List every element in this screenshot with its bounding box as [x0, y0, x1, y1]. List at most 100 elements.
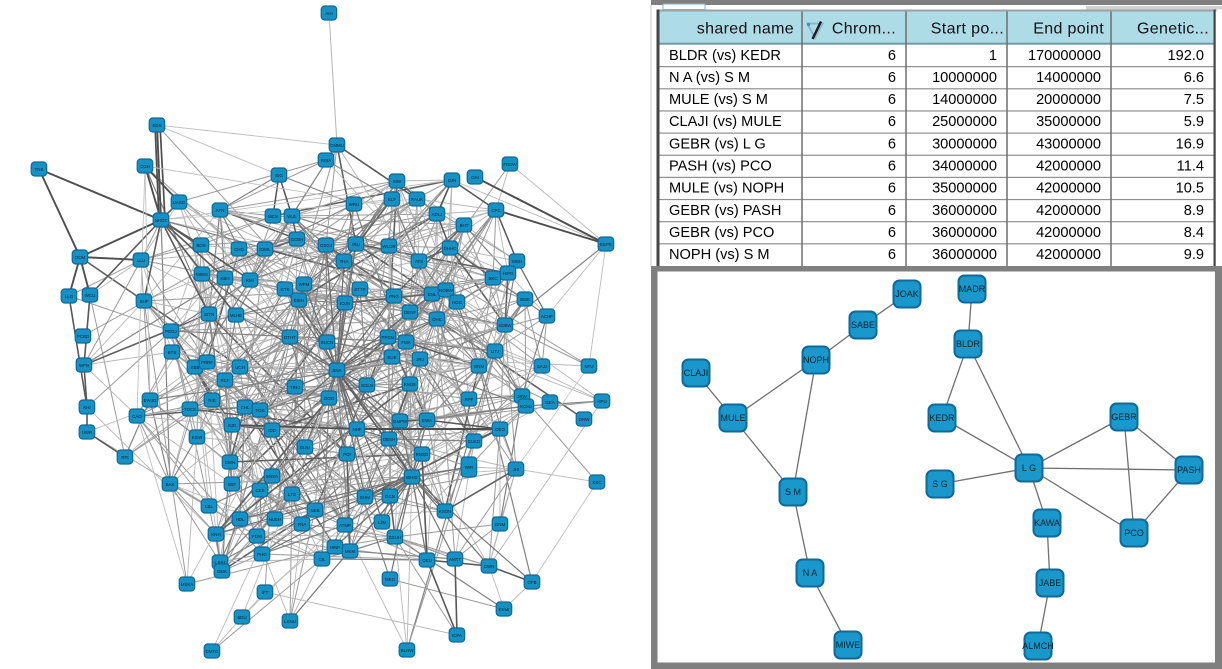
- svg-text:42000000: 42000000: [1036, 181, 1101, 197]
- svg-text:OAI: OAI: [471, 175, 479, 180]
- svg-text:HIPG: HIPG: [503, 271, 514, 276]
- svg-text:SNSA: SNSA: [266, 474, 278, 479]
- svg-text:KGW: KGW: [192, 435, 203, 440]
- svg-text:L G: L G: [1022, 463, 1036, 473]
- svg-text:KSON: KSON: [439, 509, 451, 514]
- svg-text:WRU: WRU: [349, 202, 360, 207]
- svg-text:FNA: FNA: [298, 522, 307, 527]
- svg-text:GCN: GCN: [385, 494, 395, 499]
- svg-text:PNG: PNG: [389, 294, 399, 299]
- svg-text:42000000: 42000000: [1036, 225, 1101, 241]
- svg-text:JOAK: JOAK: [895, 289, 919, 299]
- svg-text:TNB: TNB: [35, 167, 44, 172]
- svg-text:WHIO: WHIO: [406, 475, 419, 480]
- svg-text:CWN: CWN: [225, 460, 236, 465]
- svg-text:WUL: WUL: [287, 214, 297, 219]
- svg-text:BTS: BTS: [168, 350, 177, 355]
- svg-text:OEO: OEO: [495, 427, 505, 432]
- svg-text:POI: POI: [343, 452, 351, 457]
- svg-text:6: 6: [888, 114, 896, 130]
- svg-text:SJD: SJD: [228, 423, 236, 428]
- svg-text:PRRF: PRRF: [201, 360, 213, 365]
- svg-text:HDL: HDL: [236, 517, 245, 522]
- svg-text:IOWL: IOWL: [259, 247, 271, 252]
- svg-text:GEBR: GEBR: [1111, 412, 1137, 422]
- svg-text:KAWA: KAWA: [1034, 518, 1060, 528]
- svg-text:MULE: MULE: [720, 413, 745, 423]
- svg-text:SGLN: SGLN: [361, 383, 373, 388]
- svg-text:BNA: BNA: [332, 368, 341, 373]
- svg-text:BKC: BKC: [488, 276, 497, 281]
- svg-text:KCHJ: KCHJ: [520, 404, 531, 409]
- svg-text:GNM: GNM: [474, 364, 485, 369]
- svg-text:CHL: CHL: [241, 405, 250, 410]
- svg-text:IRU: IRU: [352, 242, 360, 247]
- svg-text:KHI: KHI: [83, 405, 90, 410]
- svg-text:S M: S M: [785, 487, 801, 497]
- svg-text:UTJ: UTJ: [491, 349, 499, 354]
- svg-text:JHI: JHI: [513, 467, 520, 472]
- svg-text:SIW: SIW: [393, 179, 402, 184]
- svg-text:6: 6: [888, 181, 896, 197]
- svg-text:WPM: WPM: [299, 282, 310, 287]
- svg-text:JRW: JRW: [517, 394, 527, 399]
- svg-text:43000000: 43000000: [1036, 136, 1101, 152]
- svg-text:KBB: KBB: [191, 365, 200, 370]
- svg-text:RAUK: RAUK: [411, 197, 423, 202]
- svg-text:6: 6: [888, 247, 896, 263]
- svg-text:16.9: 16.9: [1176, 136, 1204, 152]
- svg-text:NUEH: NUEH: [269, 517, 281, 522]
- svg-text:OEU: OEU: [422, 558, 432, 563]
- svg-text:IFT: IFT: [262, 590, 269, 595]
- svg-text:LKNU: LKNU: [284, 619, 296, 624]
- svg-text:MADR: MADR: [959, 284, 986, 294]
- svg-text:MKG: MKG: [385, 577, 396, 582]
- svg-text:JABE: JABE: [1039, 578, 1062, 588]
- svg-text:DNL: DNL: [428, 292, 437, 297]
- svg-text:30000000: 30000000: [932, 136, 997, 152]
- svg-text:170000000: 170000000: [1028, 48, 1101, 64]
- svg-text:CGH: CGH: [140, 164, 150, 169]
- svg-text:BLDR: BLDR: [956, 339, 981, 349]
- svg-text:Genetic...: Genetic...: [1137, 21, 1209, 38]
- svg-text:NEB: NEB: [310, 508, 319, 513]
- svg-text:FDM: FDM: [252, 534, 262, 539]
- svg-text:KUK: KUK: [387, 355, 396, 360]
- svg-text:MIWE: MIWE: [836, 640, 861, 650]
- svg-text:RNSO: RNSO: [416, 452, 429, 457]
- svg-text:6: 6: [888, 203, 896, 219]
- svg-text:LBL: LBL: [205, 504, 213, 509]
- svg-text:ATS: ATS: [415, 259, 423, 264]
- svg-text:GCBH: GCBH: [291, 237, 304, 242]
- svg-text:ICPA: ICPA: [452, 633, 462, 638]
- svg-text:CAO: CAO: [132, 414, 142, 419]
- svg-text:IDD: IDD: [268, 428, 276, 433]
- svg-text:5.9: 5.9: [1184, 114, 1204, 130]
- svg-text:OFB: OFB: [527, 580, 536, 585]
- svg-text:MKM: MKM: [345, 549, 356, 554]
- svg-text:CMMU: CMMU: [330, 143, 344, 148]
- svg-text:DJN: DJN: [448, 178, 457, 183]
- svg-text:IOJN: IOJN: [340, 301, 350, 306]
- svg-text:KSC: KSC: [592, 480, 601, 485]
- svg-text:PCO: PCO: [1124, 528, 1144, 538]
- svg-text:BLHW: BLHW: [401, 648, 415, 653]
- svg-text:9.9: 9.9: [1184, 247, 1204, 263]
- svg-text:PCBD: PCBD: [77, 334, 89, 339]
- svg-text:MULE (vs) NOPH: MULE (vs) NOPH: [669, 181, 784, 197]
- svg-text:14000000: 14000000: [1036, 70, 1101, 86]
- svg-text:Chrom...: Chrom...: [832, 21, 896, 38]
- svg-text:PASH (vs) PCO: PASH (vs) PCO: [669, 159, 772, 175]
- svg-text:FMA: FMA: [401, 340, 410, 345]
- svg-text:192.0: 192.0: [1167, 48, 1204, 64]
- svg-text:34000000: 34000000: [932, 159, 997, 175]
- svg-text:GNM: GNM: [495, 522, 506, 527]
- svg-text:IEG: IEG: [275, 173, 283, 178]
- svg-text:6: 6: [888, 159, 896, 175]
- svg-text:KKMI: KKMI: [499, 607, 510, 612]
- svg-text:DMTG: DMTG: [206, 649, 220, 654]
- svg-text:NHOT: NHOT: [155, 218, 168, 223]
- svg-text:CIL: CIL: [319, 557, 326, 562]
- svg-text:PPGM: PPGM: [382, 335, 395, 340]
- svg-text:WCU: WCU: [85, 293, 96, 298]
